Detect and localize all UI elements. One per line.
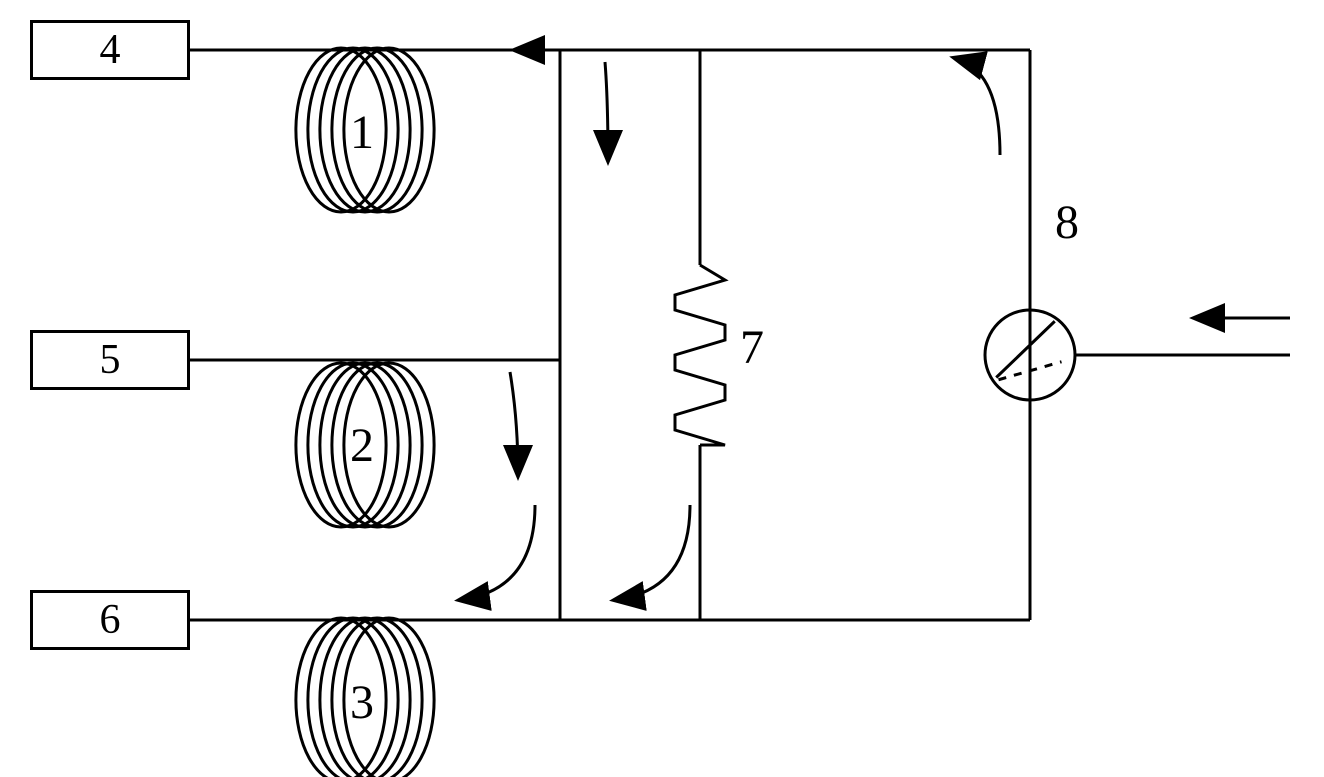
box-6: 6 (30, 590, 190, 650)
coil-3-label: 3 (350, 675, 374, 730)
valve-label: 8 (1055, 195, 1079, 250)
diagram-svg (0, 0, 1324, 777)
coil-1-label: 1 (350, 105, 374, 160)
diagram-canvas: 4 5 6 1 2 3 7 8 (0, 0, 1324, 777)
resistor-label: 7 (740, 320, 764, 375)
box-4-label: 4 (100, 26, 121, 74)
box-5: 5 (30, 330, 190, 390)
box-4: 4 (30, 20, 190, 80)
box-5-label: 5 (100, 336, 121, 384)
box-6-label: 6 (100, 596, 121, 644)
coil-2-label: 2 (350, 418, 374, 473)
